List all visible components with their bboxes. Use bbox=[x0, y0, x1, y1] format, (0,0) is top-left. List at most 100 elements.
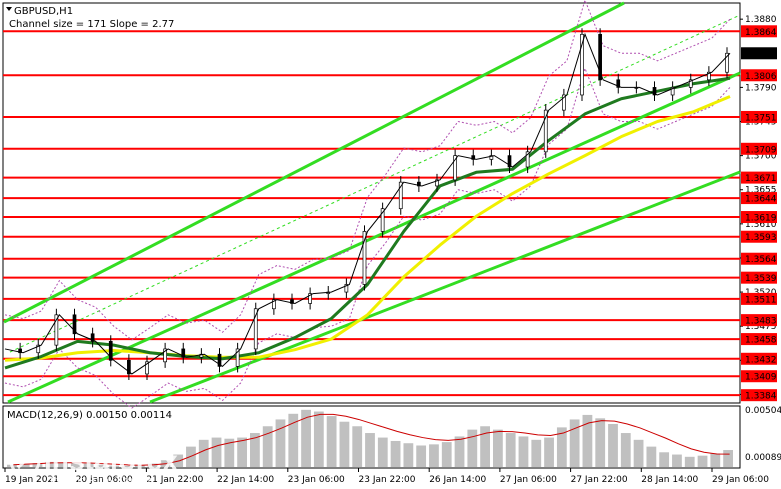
candle-body-5 bbox=[90, 333, 95, 342]
candle-body-39 bbox=[707, 71, 711, 81]
macd-signal-line bbox=[13, 413, 730, 466]
candle-body-30 bbox=[543, 109, 548, 153]
macd-bar-35 bbox=[454, 436, 465, 467]
macd-bar-48 bbox=[620, 433, 631, 467]
macd-bar-11 bbox=[147, 463, 158, 467]
macd-bar-45 bbox=[582, 414, 593, 467]
x-tick-label-1: 20 Jan 06:00 bbox=[76, 475, 133, 485]
macd-bar-34 bbox=[441, 442, 452, 467]
candle-body-28 bbox=[507, 155, 512, 168]
x-tick-label-0: 19 Jan 2021 bbox=[5, 475, 59, 485]
candle-body-9 bbox=[163, 348, 167, 363]
macd-bar-16 bbox=[211, 437, 222, 467]
candle-body-2 bbox=[36, 344, 41, 354]
candle-body-34 bbox=[616, 79, 621, 88]
level-label-4: 1.3671 bbox=[745, 174, 777, 184]
candle-body-7 bbox=[127, 359, 131, 375]
x-axis-ticks: 19 Jan 2021 20 Jan 06:00 21 Jan 22:00 22 Ja… bbox=[4, 468, 769, 485]
level-label-8: 1.3564 bbox=[745, 255, 777, 265]
macd-bar-30 bbox=[390, 440, 401, 467]
macd-bar-24 bbox=[313, 411, 324, 467]
macd-plot-frame bbox=[2, 405, 741, 469]
y-tick-label-1: 1.3790 bbox=[745, 83, 777, 93]
x-tick-label-8: 27 Jan 22:00 bbox=[571, 475, 628, 485]
level-tag-1 bbox=[741, 69, 777, 82]
macd-bar-36 bbox=[467, 429, 478, 467]
level-tag-4 bbox=[741, 171, 777, 184]
candle-body-29 bbox=[525, 151, 530, 168]
macd-bar-49 bbox=[633, 439, 644, 467]
instaforex-logo: instaforex Instant Forex Trading bbox=[9, 445, 178, 487]
macd-bar-37 bbox=[480, 426, 490, 467]
y-tick-label-4: 1.3655 bbox=[745, 186, 777, 196]
logo-circle-icon bbox=[9, 445, 41, 477]
collapse-icon[interactable] bbox=[6, 7, 12, 11]
macd-bar-18 bbox=[237, 437, 247, 467]
level-label-0: 1.3864 bbox=[745, 28, 777, 38]
x-tick-label-3: 22 Jan 14:00 bbox=[217, 475, 274, 485]
candle-body-23 bbox=[417, 181, 421, 187]
level-tag-12 bbox=[741, 333, 777, 346]
candle-body-10 bbox=[181, 348, 186, 358]
y-tick-label-3: 1.3700 bbox=[745, 152, 777, 162]
candle-body-24 bbox=[435, 179, 439, 187]
macd-bar-6 bbox=[83, 463, 94, 467]
level-label-2: 1.3751 bbox=[745, 113, 777, 123]
candle-body-37 bbox=[670, 87, 675, 96]
channel-line-2 bbox=[149, 170, 741, 404]
level-tag-0 bbox=[741, 25, 777, 38]
level-tag-6 bbox=[741, 211, 777, 224]
macd-bar-55 bbox=[710, 453, 721, 467]
x-tick-label-4: 23 Jan 06:00 bbox=[288, 475, 345, 485]
level-tag-9 bbox=[741, 271, 777, 284]
macd-bar-21 bbox=[275, 419, 286, 467]
level-label-1: 1.3806 bbox=[745, 72, 777, 82]
macd-bar-27 bbox=[352, 426, 363, 467]
macd-bar-43 bbox=[556, 427, 567, 467]
x-tick-label-2: 21 Jan 22:00 bbox=[146, 475, 203, 485]
symbol-title: GBPUSD,H1 bbox=[14, 6, 73, 17]
macd-bar-26 bbox=[339, 421, 350, 467]
macd-bar-1 bbox=[19, 464, 30, 467]
candle-body-19 bbox=[344, 284, 349, 293]
level-label-5: 1.3644 bbox=[745, 195, 777, 205]
level-tag-8 bbox=[741, 252, 777, 265]
channel-line-0 bbox=[3, 1, 625, 324]
macd-bar-47 bbox=[608, 423, 618, 467]
x-tick-label-6: 26 Jan 14:00 bbox=[429, 475, 486, 485]
level-tag-3 bbox=[741, 142, 777, 155]
level-tag-5 bbox=[741, 192, 777, 205]
macd-bar-51 bbox=[659, 452, 670, 467]
macd-bar-40 bbox=[518, 436, 529, 467]
level-label-13: 1.3432 bbox=[745, 355, 777, 365]
y-tick-label-8: 1.3475 bbox=[745, 322, 777, 332]
candle-body-36 bbox=[652, 87, 657, 96]
macd-bar-50 bbox=[646, 446, 657, 467]
candle-body-22 bbox=[398, 181, 403, 210]
level-tag-7 bbox=[741, 230, 777, 243]
candle-body-3 bbox=[54, 314, 59, 346]
macd-bar-41 bbox=[531, 439, 542, 467]
price-line bbox=[4, 32, 731, 375]
candle-body-17 bbox=[308, 293, 312, 304]
candle-body-26 bbox=[471, 155, 476, 160]
level-label-10: 1.3511 bbox=[745, 295, 777, 305]
macd-bar-32 bbox=[416, 445, 427, 467]
level-tag-10 bbox=[741, 292, 777, 305]
macd-bar-52 bbox=[672, 454, 682, 467]
level-tag-11 bbox=[741, 314, 777, 327]
macd-bar-10 bbox=[134, 465, 145, 467]
candle-body-12 bbox=[217, 353, 222, 367]
candle-body-14 bbox=[253, 308, 258, 350]
moving-average-slow bbox=[4, 95, 731, 362]
logo-slash-icon bbox=[16, 452, 34, 470]
macd-bar-28 bbox=[365, 433, 375, 467]
macd-tick-label-1: 0.00089 bbox=[745, 453, 781, 463]
macd-bar-38 bbox=[493, 429, 503, 467]
macd-indicator: 0.00504 0.00089 bbox=[7, 406, 781, 467]
macd-bar-4 bbox=[58, 462, 68, 467]
macd-bar-53 bbox=[684, 456, 695, 467]
level-labels: 1.38641.38061.37511.37091.36711.36441.36… bbox=[741, 25, 777, 402]
candle-body-6 bbox=[108, 341, 113, 361]
